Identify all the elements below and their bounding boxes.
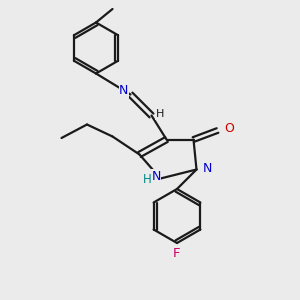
Text: N: N xyxy=(203,161,212,175)
Text: N: N xyxy=(119,84,129,98)
Text: F: F xyxy=(173,247,181,260)
Text: O: O xyxy=(224,122,234,136)
Text: N: N xyxy=(151,169,161,183)
Text: H: H xyxy=(156,109,164,119)
Text: H: H xyxy=(142,172,152,186)
